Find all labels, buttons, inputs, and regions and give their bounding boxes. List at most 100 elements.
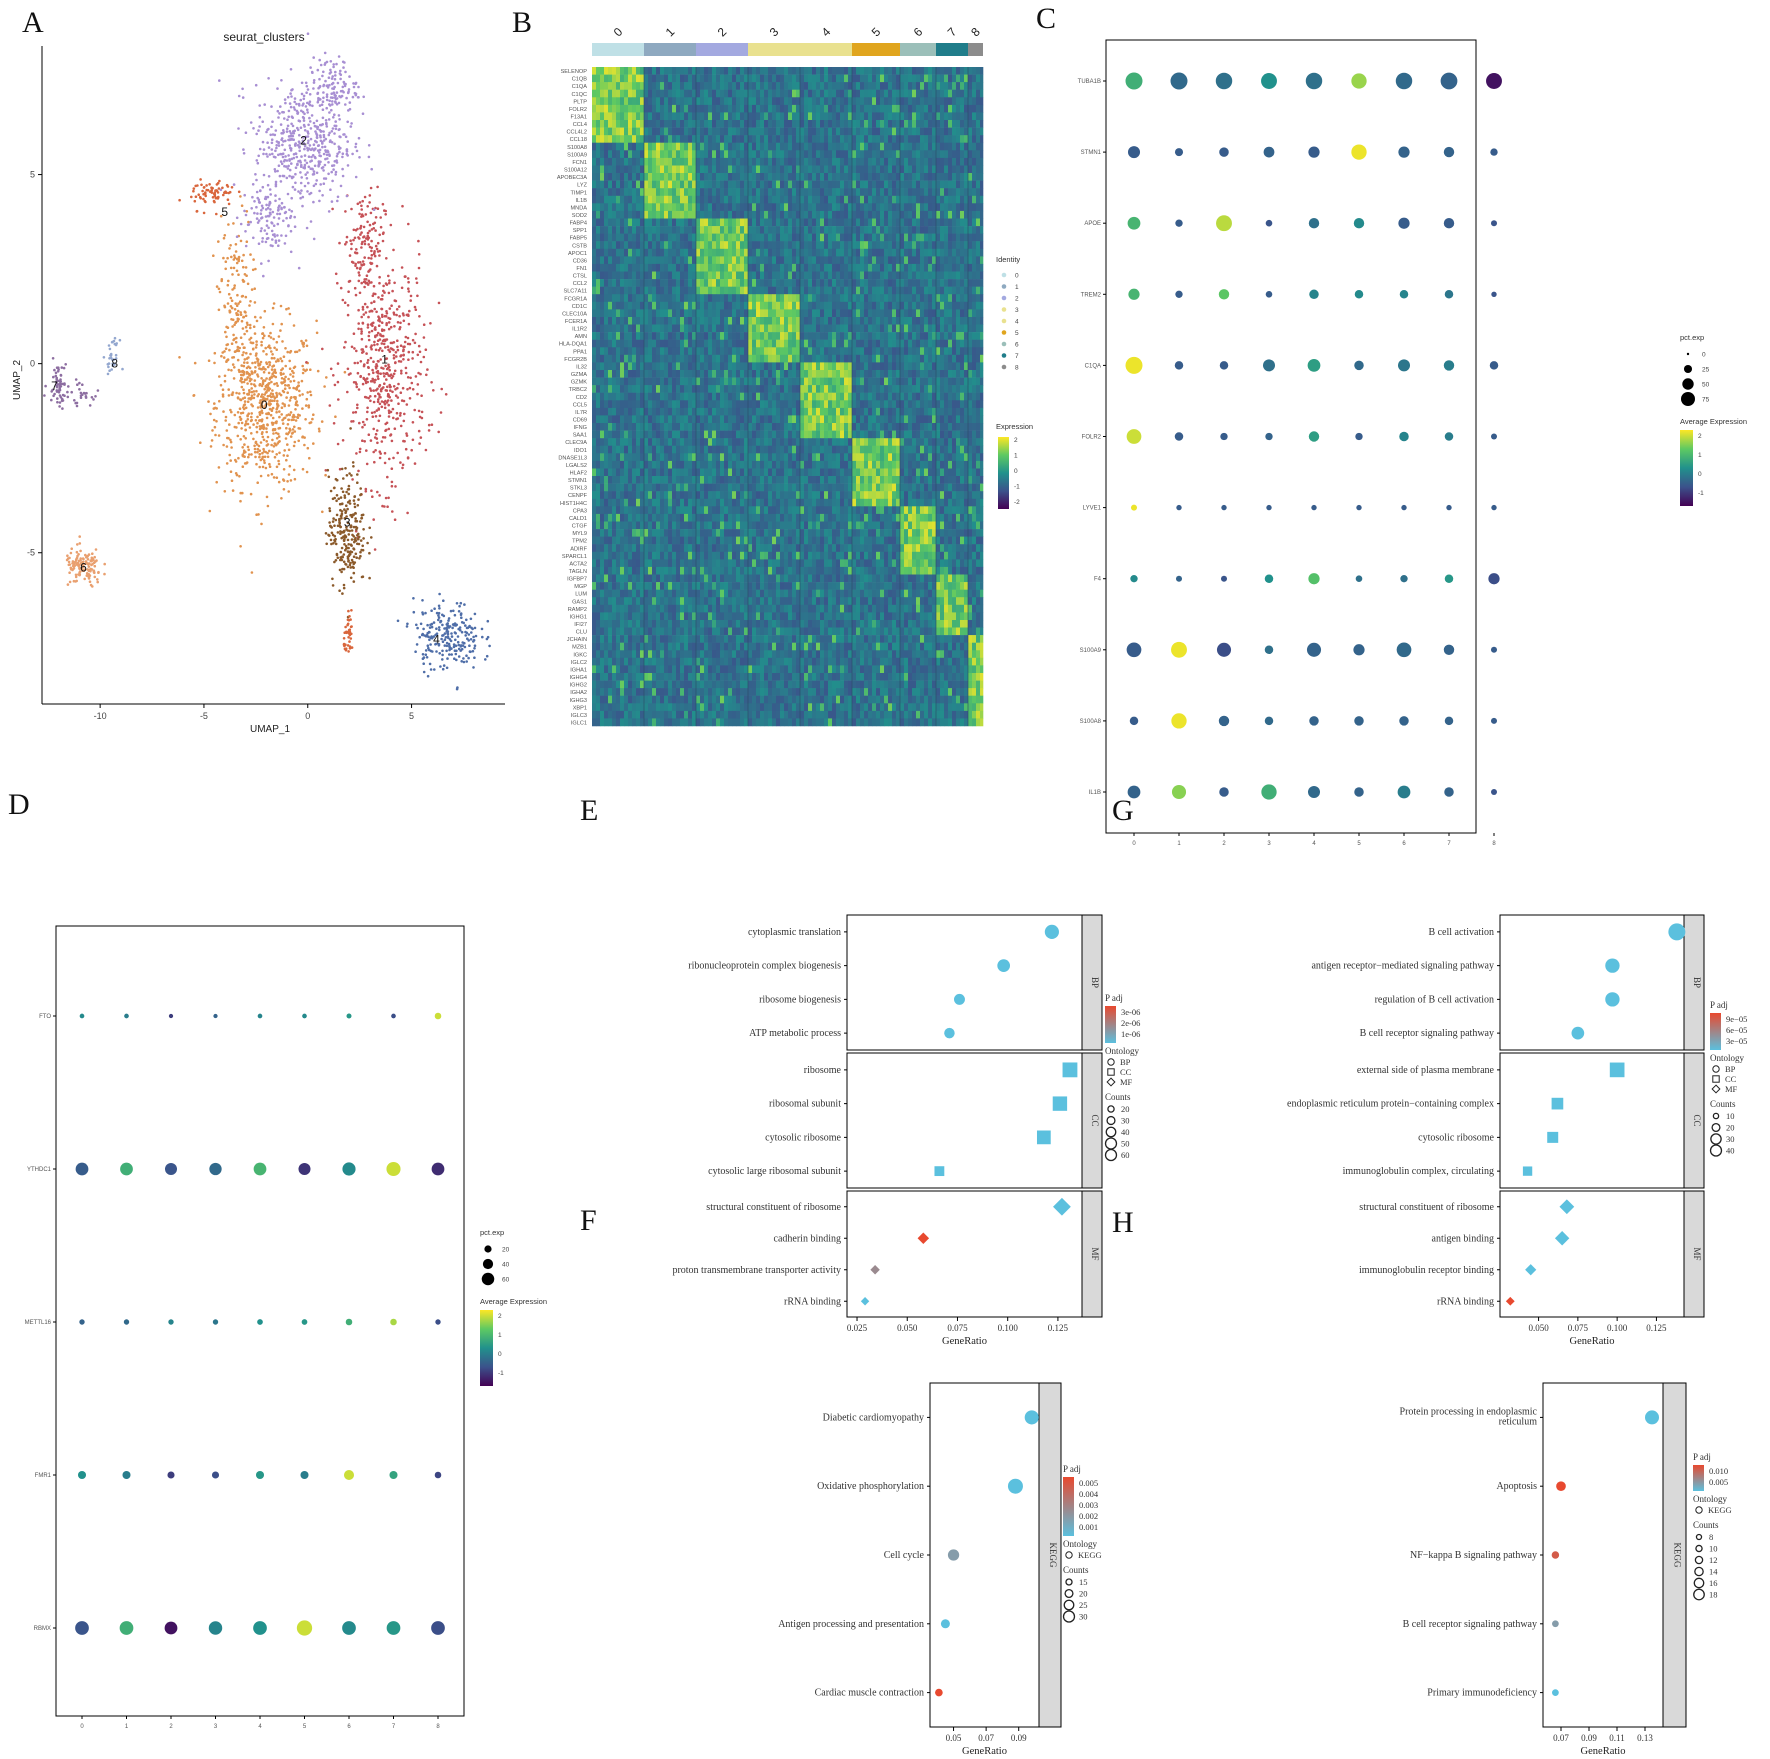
umap-point: [221, 388, 225, 392]
umap-point: [250, 394, 254, 398]
umap-point: [262, 326, 266, 329]
heatmap-cell: [828, 67, 833, 75]
umap-point: [256, 450, 259, 454]
heatmap-cluster-label: 2: [715, 24, 730, 39]
umap-point: [456, 640, 460, 644]
umap-point: [213, 200, 216, 204]
heatmap-cell: [896, 142, 901, 151]
umap-point: [88, 404, 92, 407]
umap-point: [368, 331, 371, 334]
umap-point: [369, 346, 373, 349]
umap-point: [302, 94, 306, 98]
umap-point: [406, 376, 410, 379]
umap-point: [454, 638, 457, 642]
heatmap-cell: [768, 82, 773, 90]
umap-point: [465, 618, 468, 622]
heatmap-cell: [608, 135, 613, 144]
umap-point: [449, 639, 453, 643]
umap-point: [348, 553, 352, 556]
heatmap-cell: [872, 165, 877, 174]
heatmap-cell: [972, 67, 977, 75]
heatmap-cell: [648, 135, 653, 144]
heatmap-cell: [836, 67, 841, 75]
heatmap-cell: [636, 112, 641, 121]
heatmap-cell: [896, 165, 901, 174]
umap-point: [399, 354, 403, 357]
heatmap-cell: [796, 67, 801, 75]
umap-point: [318, 123, 322, 127]
heatmap-cell: [780, 135, 785, 144]
heatmap-cell: [924, 82, 929, 90]
heatmap-cell: [804, 127, 809, 136]
umap-point: [372, 427, 376, 431]
heatmap-cell: [660, 104, 665, 113]
heatmap-cell: [712, 89, 717, 98]
heatmap-cell: [960, 180, 965, 189]
umap-point: [383, 314, 387, 318]
heatmap-cell: [920, 67, 925, 75]
heatmap-cell: [900, 188, 905, 197]
umap-point: [259, 316, 262, 319]
umap-point: [374, 348, 378, 352]
umap-point: [277, 462, 281, 466]
umap-point: [270, 138, 274, 141]
umap-point: [338, 241, 341, 245]
heatmap-cell: [788, 67, 793, 75]
heatmap-cell: [884, 195, 889, 204]
heatmap-cell: [888, 173, 893, 181]
heatmap-cell: [868, 157, 873, 166]
heatmap-cell: [968, 120, 973, 128]
umap-point: [255, 430, 259, 434]
umap-point: [394, 361, 397, 364]
heatmap-cell: [808, 173, 813, 181]
heatmap-cell: [972, 97, 977, 106]
heatmap-cell: [672, 120, 677, 128]
heatmap-cell: [848, 74, 853, 83]
umap-point: [211, 429, 214, 432]
heatmap-cell: [832, 188, 837, 197]
umap-point: [107, 344, 111, 347]
umap-point: [263, 334, 266, 338]
umap-point: [415, 277, 418, 280]
heatmap-cell: [828, 157, 833, 166]
umap-point: [274, 241, 278, 244]
heatmap-cell: [752, 188, 757, 197]
umap-point: [303, 144, 307, 148]
umap-point: [244, 325, 248, 329]
umap-point: [265, 412, 269, 416]
heatmap-cell: [732, 127, 737, 136]
umap-point: [229, 296, 233, 300]
umap-point: [81, 393, 84, 397]
umap-point: [227, 394, 231, 397]
heatmap-cell: [708, 150, 713, 159]
heatmap-cell: [636, 157, 641, 166]
heatmap-cell: [704, 104, 709, 113]
heatmap-cell: [672, 74, 677, 83]
heatmap-cell: [748, 142, 753, 151]
umap-point: [338, 135, 341, 138]
heatmap-cell: [736, 112, 741, 121]
umap-point: [268, 363, 272, 367]
heatmap-cell: [904, 180, 909, 189]
heatmap-cell: [864, 89, 869, 98]
heatmap-cell: [760, 112, 765, 121]
heatmap-cell: [896, 203, 901, 212]
heatmap-cell: [800, 82, 805, 90]
heatmap-cell: [636, 104, 641, 113]
heatmap-cell: [828, 165, 833, 174]
umap-point: [276, 109, 280, 113]
umap-point: [302, 119, 306, 122]
umap-point: [267, 371, 271, 375]
umap-point: [294, 419, 298, 422]
umap-point: [389, 433, 393, 436]
heatmap-cell: [788, 142, 793, 151]
umap-point: [291, 88, 294, 91]
heatmap-cell: [772, 112, 777, 121]
umap-point: [343, 517, 347, 520]
umap-point: [348, 529, 352, 533]
heatmap-cell: [828, 120, 833, 128]
umap-point: [240, 427, 243, 430]
umap-point: [205, 184, 208, 187]
heatmap-cell: [816, 188, 821, 197]
umap-point: [342, 583, 346, 587]
